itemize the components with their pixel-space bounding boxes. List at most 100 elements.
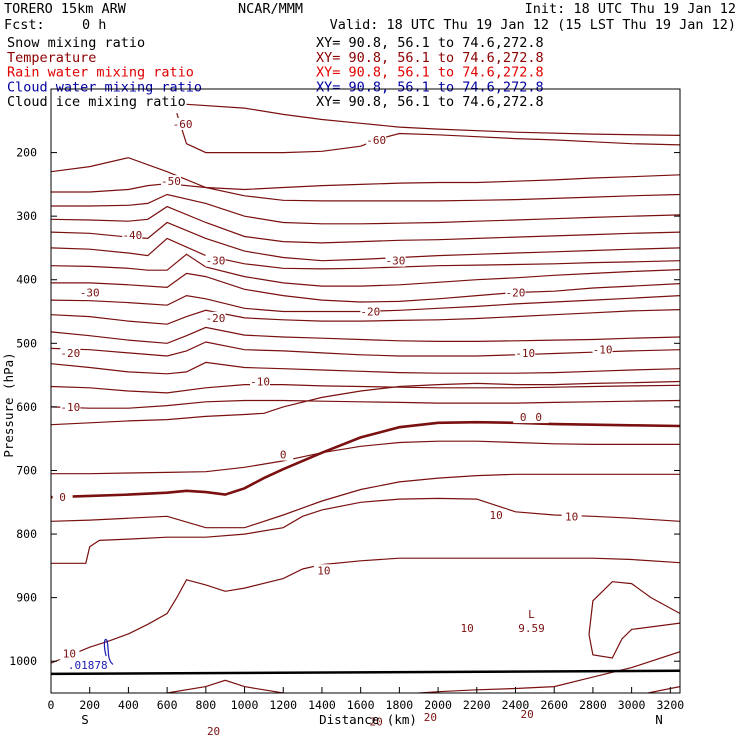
contour-labels: -60 -60 -50 -40 -30 -30 -30 -20 -20 -20 -20 -10 -10 -… bbox=[52, 117, 613, 738]
valid-time: Valid: 18 UTC Thu 19 Jan 12 (15 LST Thu … bbox=[330, 17, 736, 33]
axes: 0 200 400 600 800 1000 1200 1400 1600 1800 2000 220… bbox=[9, 146, 684, 712]
contour-label-bg bbox=[517, 707, 538, 720]
contour-label-bg bbox=[79, 286, 100, 299]
minimum-marker-letter: L bbox=[528, 608, 535, 621]
x-tick-label: 1000 bbox=[231, 698, 259, 712]
x-tick-label: 2000 bbox=[424, 698, 452, 712]
contour-label-bg bbox=[513, 411, 534, 424]
contour-label-bg bbox=[457, 622, 478, 635]
cloud-water-min-label: .01878 bbox=[68, 659, 108, 672]
model-title: TORERO 15km ARW bbox=[4, 1, 127, 17]
plot-frame bbox=[50, 88, 681, 694]
y-tick-label: 400 bbox=[16, 273, 37, 287]
contour-t1 bbox=[51, 157, 680, 191]
contour-t4 bbox=[51, 205, 680, 244]
contour-label-bg bbox=[205, 254, 226, 267]
contour-label-bg bbox=[60, 346, 81, 359]
contour-t12 bbox=[51, 341, 680, 357]
fcst-label: Fcst: bbox=[4, 17, 45, 33]
contour-label: 10 bbox=[63, 648, 76, 661]
contour--60c bbox=[379, 132, 680, 146]
contour-t20 bbox=[51, 497, 680, 564]
x-tick-label: 600 bbox=[157, 698, 178, 712]
legend-entry-xy: XY= 90.8, 56.1 to 74.6,272.8 bbox=[316, 65, 544, 81]
contour-label-bg bbox=[160, 175, 181, 188]
contour-label-bg bbox=[250, 375, 271, 388]
contour-t22 bbox=[163, 651, 680, 693]
contour-label-bg bbox=[515, 346, 536, 359]
contour-label: -50 bbox=[161, 175, 181, 188]
contour-label: 0 bbox=[520, 411, 527, 424]
contour-t16 bbox=[51, 380, 680, 426]
contour-label: 20 bbox=[424, 711, 437, 724]
y-tick-label: 700 bbox=[16, 463, 37, 477]
contour--60 bbox=[186, 103, 680, 136]
y-tick-label: 600 bbox=[16, 400, 37, 414]
contour-t25 bbox=[588, 622, 680, 659]
x-tick-label: 800 bbox=[195, 698, 216, 712]
contour-label: -10 bbox=[60, 401, 80, 414]
contour-label: -30 bbox=[386, 255, 406, 268]
contour-label-bg bbox=[366, 133, 387, 146]
contour-label: -30 bbox=[80, 286, 100, 299]
legend-entry-xy: XY= 90.8, 56.1 to 74.6,272.8 bbox=[316, 50, 544, 66]
contour-freezing bbox=[51, 420, 680, 499]
contour-label-bg bbox=[273, 448, 294, 461]
x-tick-label: 0 bbox=[48, 698, 55, 712]
contour-label: 0 bbox=[535, 411, 542, 424]
legend-entry-name: Rain water mixing ratio bbox=[7, 65, 194, 81]
contour-label: -40 bbox=[122, 229, 142, 242]
x-tick-label: 1200 bbox=[269, 698, 297, 712]
contour-lines bbox=[51, 103, 680, 693]
contour-label-bg bbox=[486, 508, 507, 521]
x-tick-label: 400 bbox=[118, 698, 139, 712]
contour-label-bg bbox=[385, 254, 406, 267]
x-axis-title: Distance (km) bbox=[319, 712, 417, 727]
y-tick-label: 200 bbox=[16, 146, 37, 160]
x-tick-label: 1600 bbox=[347, 698, 375, 712]
contour-t21 bbox=[51, 557, 680, 664]
x-tick-label: 2200 bbox=[463, 698, 491, 712]
contour-label: 0 bbox=[59, 491, 66, 504]
y-tick-label: 500 bbox=[16, 336, 37, 350]
header-block: TORERO 15km ARW NCAR/MMM Init: 18 UTC Th… bbox=[4, 1, 736, 33]
contour-label: -60 bbox=[366, 134, 386, 147]
contour-label: -20 bbox=[60, 347, 80, 360]
legend-entry-name: Snow mixing ratio bbox=[7, 35, 145, 51]
contour-t2 bbox=[51, 183, 680, 202]
contour-label: 10 bbox=[317, 564, 330, 577]
north-end-label: N bbox=[655, 712, 663, 727]
legend-entry-xy: XY= 90.8, 56.1 to 74.6,272.8 bbox=[316, 79, 544, 95]
contour-label: 20 bbox=[370, 716, 383, 729]
init-time: Init: 18 UTC Thu 19 Jan 12 bbox=[525, 1, 736, 17]
contour-label: 20 bbox=[520, 708, 533, 721]
contour-label: 10 bbox=[460, 622, 473, 635]
contour-label: -20 bbox=[360, 306, 380, 319]
legend-entry-name: Cloud water mixing ratio bbox=[7, 79, 202, 95]
contour-t13 bbox=[51, 361, 680, 375]
y-axis-title: Pressure (hPa) bbox=[1, 352, 16, 457]
fcst-value: 0 h bbox=[82, 17, 106, 33]
org-label: NCAR/MMM bbox=[238, 1, 303, 17]
x-tick-label: 2800 bbox=[579, 698, 607, 712]
contour-t7 bbox=[51, 253, 680, 287]
contour-t24 bbox=[588, 581, 680, 635]
minimum-marker-value: 9.59 bbox=[518, 622, 545, 635]
contour-label: -60 bbox=[173, 118, 193, 131]
contour-label: -20 bbox=[506, 286, 526, 299]
x-tick-label: 3000 bbox=[618, 698, 646, 712]
contour-t18 bbox=[51, 440, 680, 475]
contour-t5 bbox=[51, 221, 680, 262]
contour-label-bg bbox=[528, 411, 549, 424]
contour-t8 bbox=[51, 272, 680, 303]
contour-label-bg bbox=[60, 400, 81, 413]
ground-line bbox=[51, 669, 680, 676]
x-tick-label: 2600 bbox=[540, 698, 568, 712]
contour-label: 10 bbox=[565, 510, 578, 523]
contour-label-bg bbox=[313, 564, 334, 577]
contour-t14 bbox=[51, 384, 680, 394]
y-tick-label: 1000 bbox=[9, 654, 37, 668]
plot-area: -60 -60 -50 -40 -30 -30 -30 -20 -20 -20 -20 -10 -10 -… bbox=[50, 88, 681, 738]
legend-entry-xy: XY= 90.8, 56.1 to 74.6,272.8 bbox=[316, 35, 544, 51]
